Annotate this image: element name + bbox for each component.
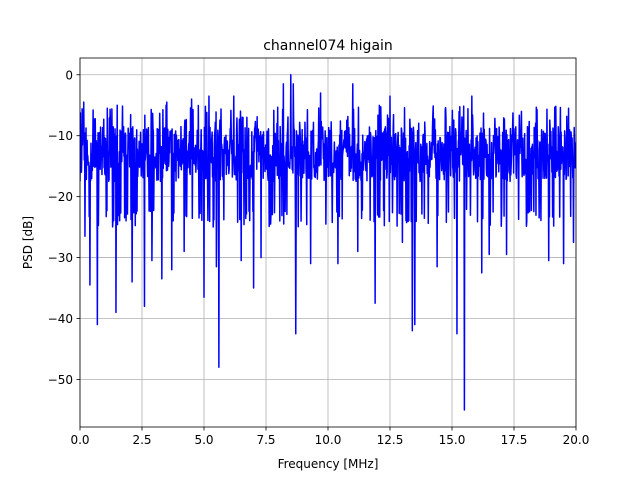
x-tick-label: 20.0 [563, 433, 590, 447]
plot-area [80, 74, 576, 411]
chart-title: channel074 higain [263, 38, 393, 54]
x-tick-label: 0.0 [70, 433, 89, 447]
x-axis-label: Frequency [MHz] [278, 457, 379, 471]
x-tick-label: 15.0 [439, 433, 466, 447]
x-axis-ticks: 0.0 2.5 5.0 7.5 10.0 12.5 15.0 17.5 20.0 [70, 427, 589, 447]
x-tick-label: 12.5 [377, 433, 404, 447]
y-tick-label: −30 [48, 251, 73, 265]
x-tick-label: 10.0 [315, 433, 342, 447]
x-tick-label: 17.5 [501, 433, 528, 447]
y-tick-label: −10 [48, 129, 73, 143]
x-tick-label: 5.0 [194, 433, 213, 447]
y-tick-label: −50 [48, 373, 73, 387]
y-tick-label: 0 [65, 68, 73, 82]
y-tick-label: −40 [48, 312, 73, 326]
y-tick-label: −20 [48, 190, 73, 204]
axes-frame [79, 57, 577, 428]
x-tick-label: 7.5 [256, 433, 275, 447]
y-axis-ticks: 0 −10 −20 −30 −40 −50 [48, 68, 80, 387]
psd-series-line [80, 74, 576, 411]
y-axis-label: PSD [dB] [21, 216, 35, 269]
x-tick-label: 2.5 [132, 433, 151, 447]
